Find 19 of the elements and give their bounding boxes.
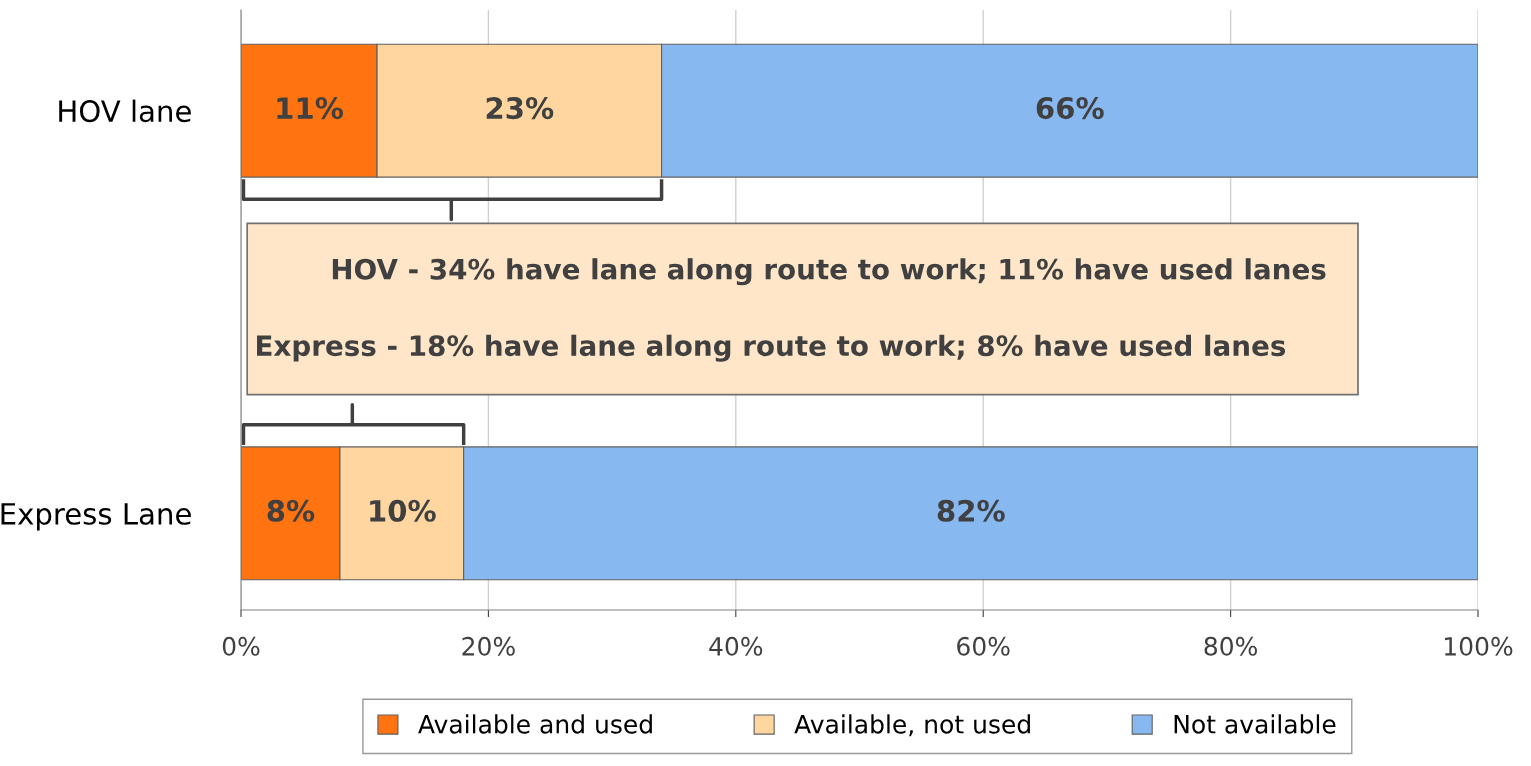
x-tick-label: 20% [462, 636, 515, 656]
data-label: 82% [937, 499, 1005, 522]
data-label: 10% [370, 499, 436, 522]
legend-label: Available and used [418, 714, 652, 734]
x-tick-label: 80% [1204, 636, 1257, 656]
y-tick-label: Express Lane [1, 503, 191, 531]
data-label: 23% [486, 97, 554, 120]
data-label: 11% [277, 97, 344, 120]
x-tick-label: 60% [957, 636, 1010, 656]
x-tick-label: 100% [1445, 636, 1513, 656]
y-tick-label: HOV lane [59, 99, 191, 123]
annotation: HOV - 34% have lane along route to work; 11% have used lanes [332, 258, 1326, 286]
data-label: 66% [1036, 97, 1104, 120]
legend-label: Not available [1174, 714, 1336, 734]
x-tick-label: 0% [222, 636, 260, 656]
annotation: Express - 18% have lane along route to work; 8% have used lanes [257, 334, 1286, 362]
legend-label: Available, not used [794, 714, 1030, 737]
data-label: 8% [267, 499, 315, 522]
x-tick-label: 40% [709, 636, 763, 656]
